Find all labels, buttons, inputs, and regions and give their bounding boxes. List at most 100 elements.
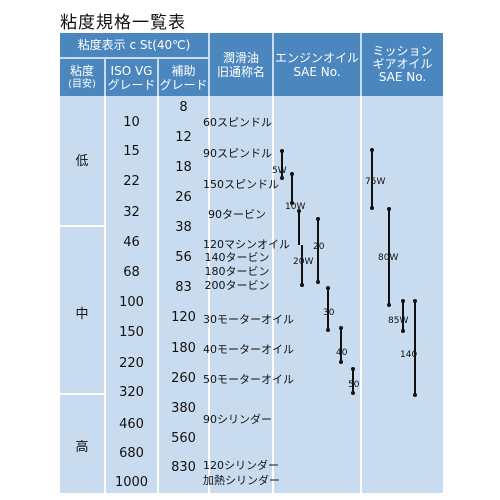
sae-range-bar bbox=[327, 288, 329, 330]
range-end-dot bbox=[297, 209, 301, 213]
aux-grade-value: 38 bbox=[175, 220, 192, 235]
iso-vg-value: 22 bbox=[123, 174, 140, 189]
sae-range-bar bbox=[281, 151, 283, 178]
range-end-dot bbox=[413, 299, 417, 303]
header-engine-line2: SAE No. bbox=[293, 64, 341, 79]
sae-range-bar bbox=[291, 174, 293, 203]
range-end-dot bbox=[290, 201, 294, 205]
range-end-dot bbox=[339, 360, 343, 364]
range-end-dot bbox=[387, 303, 391, 307]
header-aux-line2: グレード bbox=[159, 77, 208, 92]
header-viscosity-text: 粘度表示 c St(40℃) bbox=[77, 38, 191, 52]
header-aux-line1: 補助 bbox=[171, 63, 196, 78]
range-end-dot bbox=[351, 391, 355, 395]
aux-grade-value: 180 bbox=[171, 341, 196, 356]
iso-vg-value: 150 bbox=[119, 325, 144, 340]
sae-range-bar bbox=[352, 369, 354, 393]
sae-range-bar bbox=[317, 219, 319, 282]
header-mission: ミッション ギアオイル SAE No. bbox=[362, 33, 443, 96]
range-end-dot bbox=[401, 329, 405, 333]
range-end-dot bbox=[370, 148, 374, 152]
range-end-dot bbox=[339, 326, 343, 330]
oil-name: 120マシンオイル bbox=[203, 238, 290, 251]
header-mission-line3: SAE No. bbox=[378, 70, 427, 84]
sae-label: 20W bbox=[293, 257, 314, 267]
header-iso-line1: ISO VG bbox=[110, 63, 153, 78]
range-end-dot bbox=[326, 286, 330, 290]
header-engine: エンジンオイル SAE No. bbox=[274, 33, 360, 96]
oil-name: 30モーターオイル bbox=[203, 313, 294, 326]
sae-range-bar bbox=[301, 245, 303, 285]
aux-grade-value: 83 bbox=[175, 280, 192, 295]
oil-name: 150スピンドル bbox=[203, 178, 279, 191]
iso-vg-value: 10 bbox=[123, 115, 140, 130]
aux-grade-value: 120 bbox=[171, 310, 196, 325]
column-divider bbox=[272, 96, 274, 493]
oil-name: 120シリンダー bbox=[203, 459, 279, 472]
column-divider bbox=[360, 96, 362, 493]
range-end-dot bbox=[300, 283, 304, 287]
range-end-dot bbox=[351, 367, 355, 371]
oil-name: 40モーターオイル bbox=[203, 343, 294, 356]
oil-name: 加熱シリンダー bbox=[203, 474, 280, 487]
aux-grade-value: 830 bbox=[171, 460, 196, 475]
oil-name: 50モーターオイル bbox=[203, 373, 294, 386]
oil-name: 200タービン bbox=[204, 279, 270, 292]
sae-label: 50 bbox=[348, 380, 360, 390]
aux-grade-value: 8 bbox=[179, 100, 188, 115]
iso-vg-value: 15 bbox=[123, 144, 140, 159]
range-end-dot bbox=[316, 217, 320, 221]
iso-vg-value: 100 bbox=[119, 295, 144, 310]
sae-label: 30 bbox=[323, 308, 335, 318]
column-divider bbox=[157, 96, 159, 493]
iso-vg-value: 46 bbox=[123, 235, 140, 250]
aux-grade-value: 26 bbox=[175, 190, 192, 205]
header-iso-line2: グレード bbox=[107, 77, 156, 92]
header-mission-line1: ミッション bbox=[372, 44, 433, 58]
aux-grade-value: 560 bbox=[171, 431, 196, 446]
sae-label: 10W bbox=[285, 202, 306, 212]
sae-range-bar bbox=[388, 209, 390, 305]
aux-grade-value: 18 bbox=[175, 160, 192, 175]
sae-range-bar bbox=[340, 328, 342, 362]
sae-label: 85W bbox=[388, 316, 409, 326]
header-engine-line1: エンジンオイル bbox=[274, 50, 359, 65]
sae-label: 80W bbox=[378, 253, 399, 263]
range-end-dot bbox=[280, 149, 284, 153]
sae-label: 20 bbox=[313, 242, 325, 252]
iso-vg-value: 1000 bbox=[114, 475, 149, 490]
column-divider bbox=[104, 96, 106, 493]
viscosity-table: 粘度表示 c St(40℃) 粘度 (目安) ISO VG グレード 補助 グレ… bbox=[60, 33, 443, 493]
header-oil-line1: 潤滑油 bbox=[222, 50, 259, 65]
aux-grade-value: 260 bbox=[171, 371, 196, 386]
iso-vg-value: 460 bbox=[119, 417, 144, 432]
iso-vg-value: 68 bbox=[123, 265, 140, 280]
iso-vg-value: 680 bbox=[119, 446, 144, 461]
sae-range-bar bbox=[414, 301, 416, 395]
range-end-dot bbox=[290, 172, 294, 176]
sae-label: 40 bbox=[336, 348, 348, 358]
header-viscosity: 粘度表示 c St(40℃) bbox=[60, 33, 208, 57]
header-level-line1: 粘度 bbox=[69, 63, 94, 78]
oil-name: 90タービン bbox=[208, 208, 266, 221]
iso-vg-value: 32 bbox=[123, 205, 140, 220]
sae-range-bar bbox=[298, 211, 300, 245]
oil-name: 180タービン bbox=[204, 265, 270, 278]
range-end-dot bbox=[316, 280, 320, 284]
group-label-low: 低 bbox=[75, 154, 89, 169]
range-end-dot bbox=[387, 207, 391, 211]
header-oil-line2: 旧通称名 bbox=[216, 64, 265, 79]
range-end-dot bbox=[280, 176, 284, 180]
sae-label: 140 bbox=[400, 350, 418, 360]
aux-grade-value: 56 bbox=[175, 250, 192, 265]
sae-range-bar bbox=[371, 150, 373, 208]
aux-grade-value: 12 bbox=[175, 130, 192, 145]
header-level-line2: (目安) bbox=[68, 78, 96, 90]
header-mission-line2: ギアオイル bbox=[372, 57, 433, 71]
sae-label: 5W bbox=[272, 166, 287, 176]
page-title: 粘度規格一覧表 bbox=[60, 13, 186, 33]
oil-name: 140タービン bbox=[204, 251, 270, 264]
oil-name: 90スピンドル bbox=[203, 147, 272, 160]
header-iso: ISO VG グレード bbox=[106, 59, 157, 96]
group-divider bbox=[60, 225, 104, 227]
